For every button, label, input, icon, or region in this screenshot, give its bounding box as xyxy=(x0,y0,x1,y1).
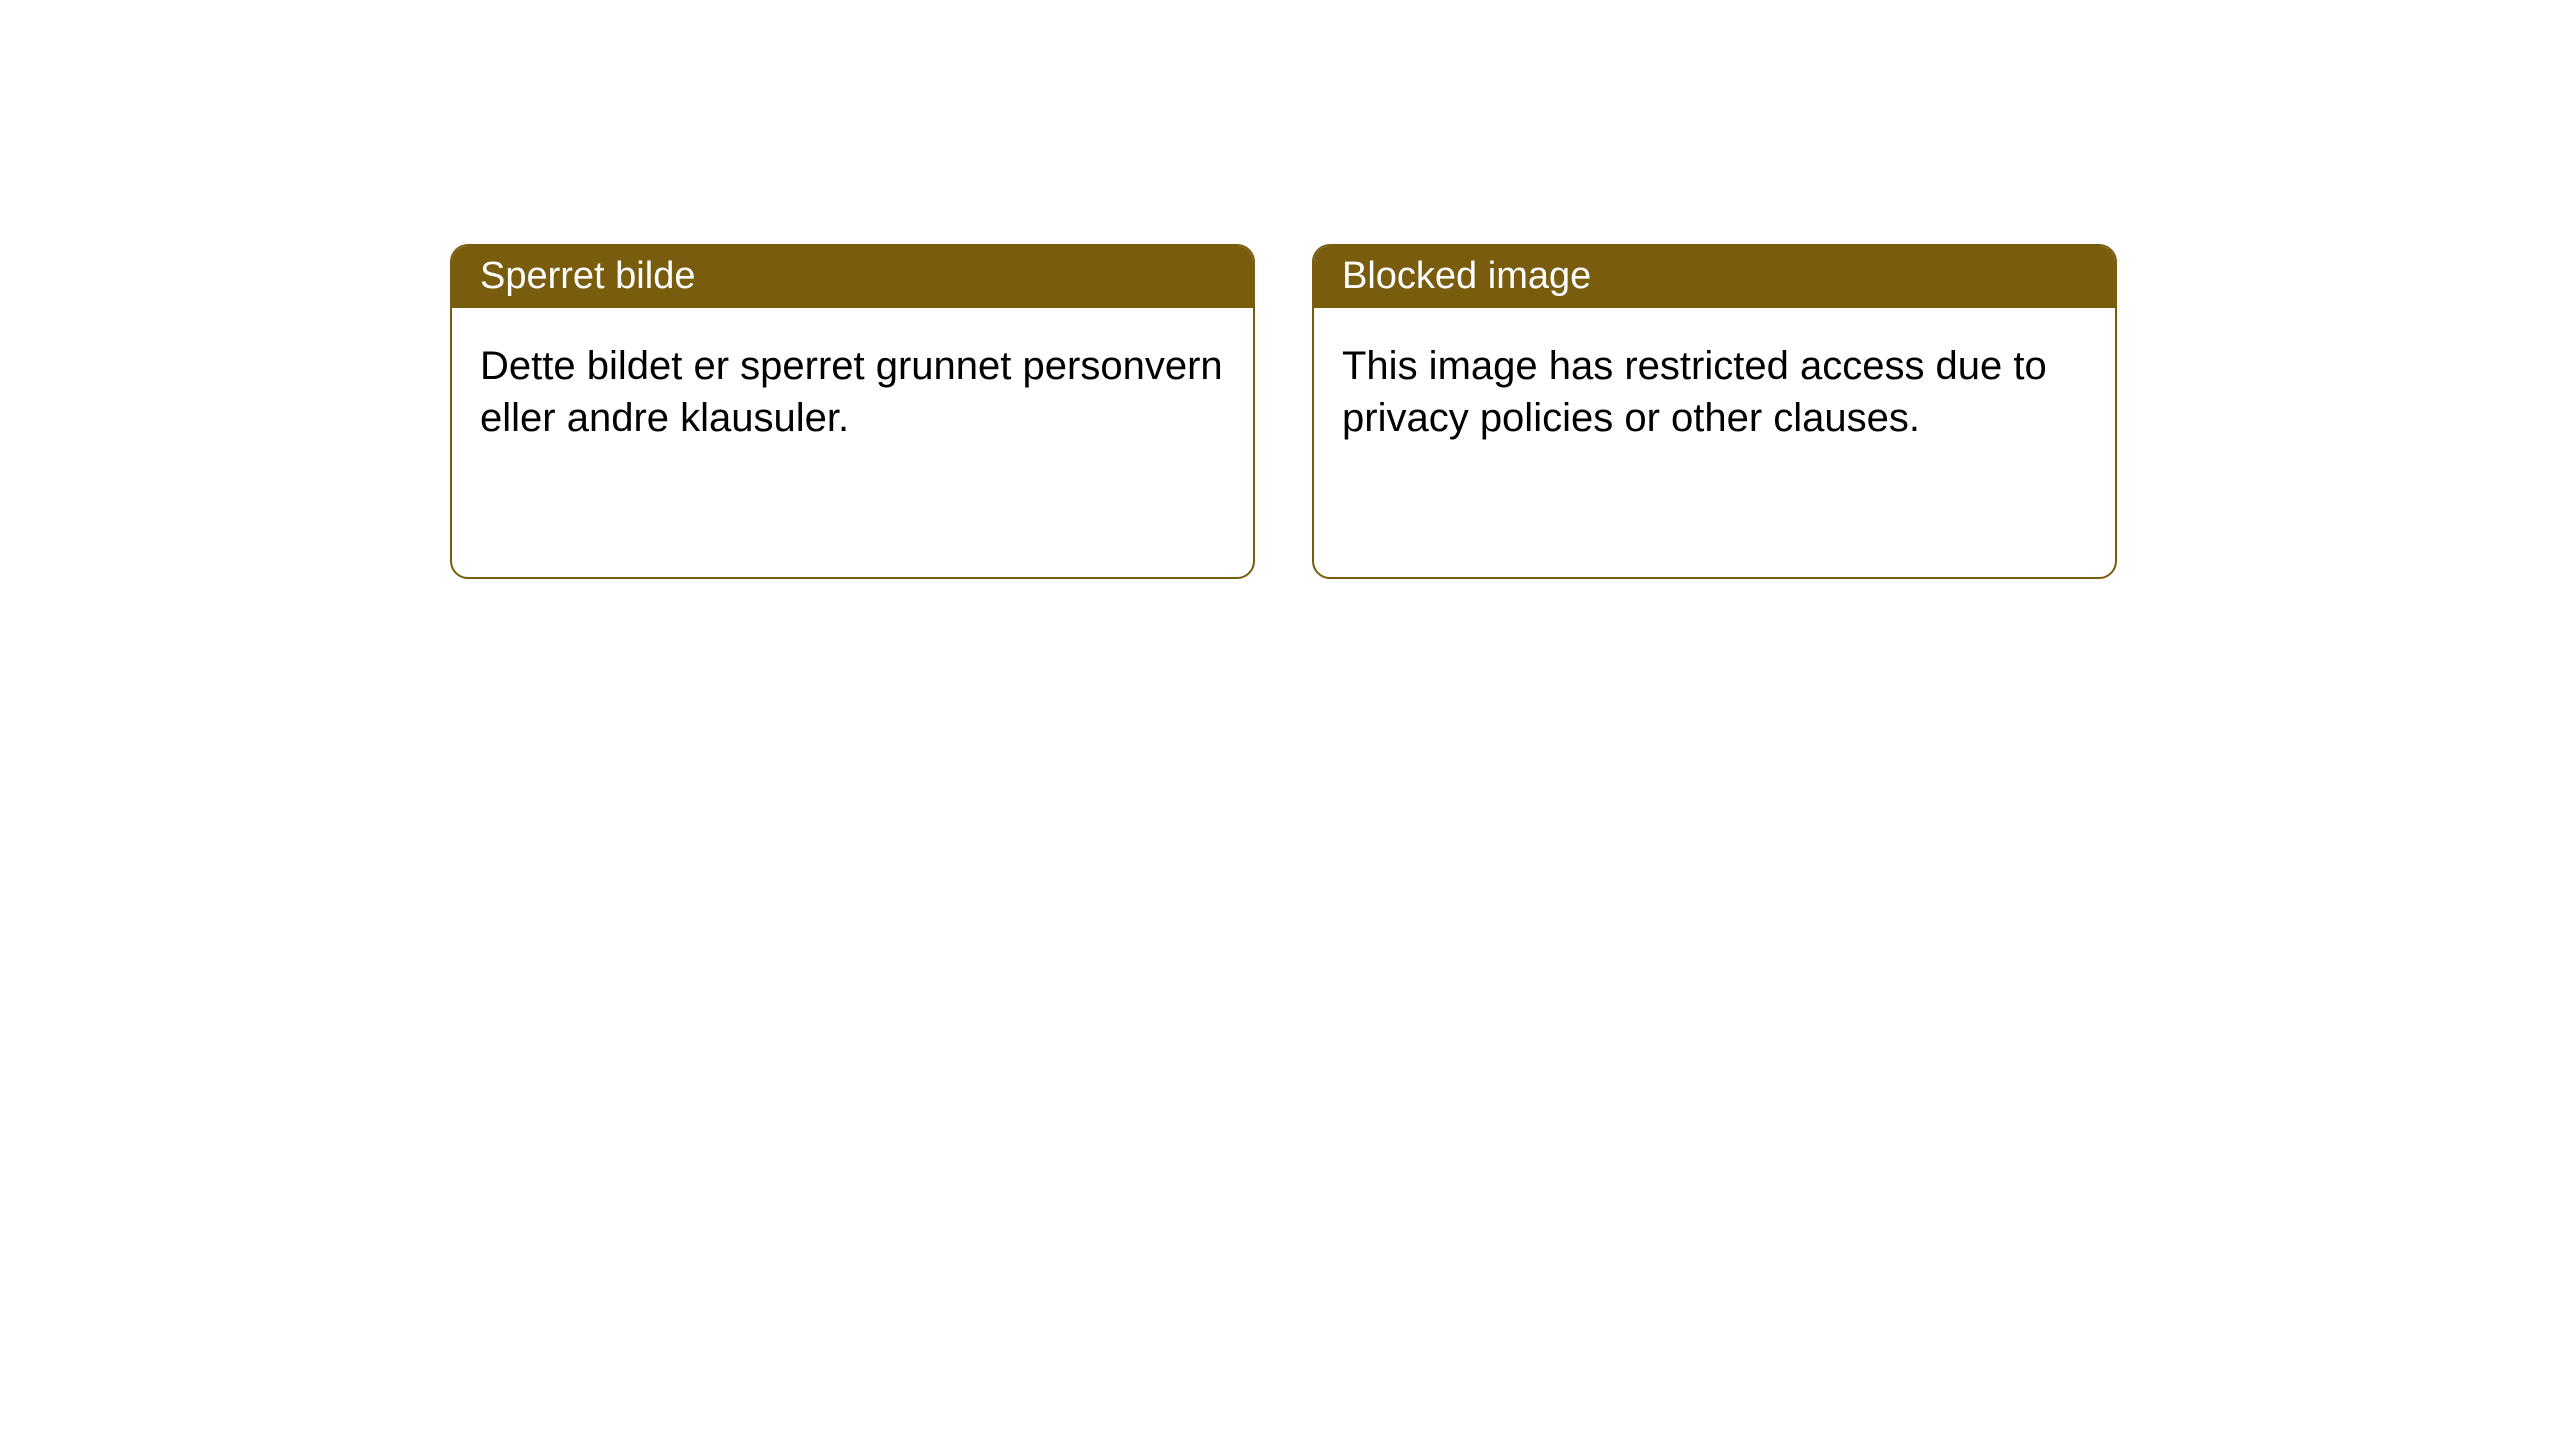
notice-title: Sperret bilde xyxy=(480,255,695,297)
notice-title: Blocked image xyxy=(1342,255,1591,297)
notice-body: This image has restricted access due to … xyxy=(1314,308,2115,476)
notice-header: Sperret bilde xyxy=(452,246,1253,308)
notice-container: Sperret bilde Dette bildet er sperret gr… xyxy=(0,0,2560,579)
notice-card-english: Blocked image This image has restricted … xyxy=(1312,244,2117,579)
notice-message: This image has restricted access due to … xyxy=(1342,344,2047,440)
notice-body: Dette bildet er sperret grunnet personve… xyxy=(452,308,1253,476)
notice-header: Blocked image xyxy=(1314,246,2115,308)
notice-card-norwegian: Sperret bilde Dette bildet er sperret gr… xyxy=(450,244,1255,579)
notice-message: Dette bildet er sperret grunnet personve… xyxy=(480,344,1223,440)
